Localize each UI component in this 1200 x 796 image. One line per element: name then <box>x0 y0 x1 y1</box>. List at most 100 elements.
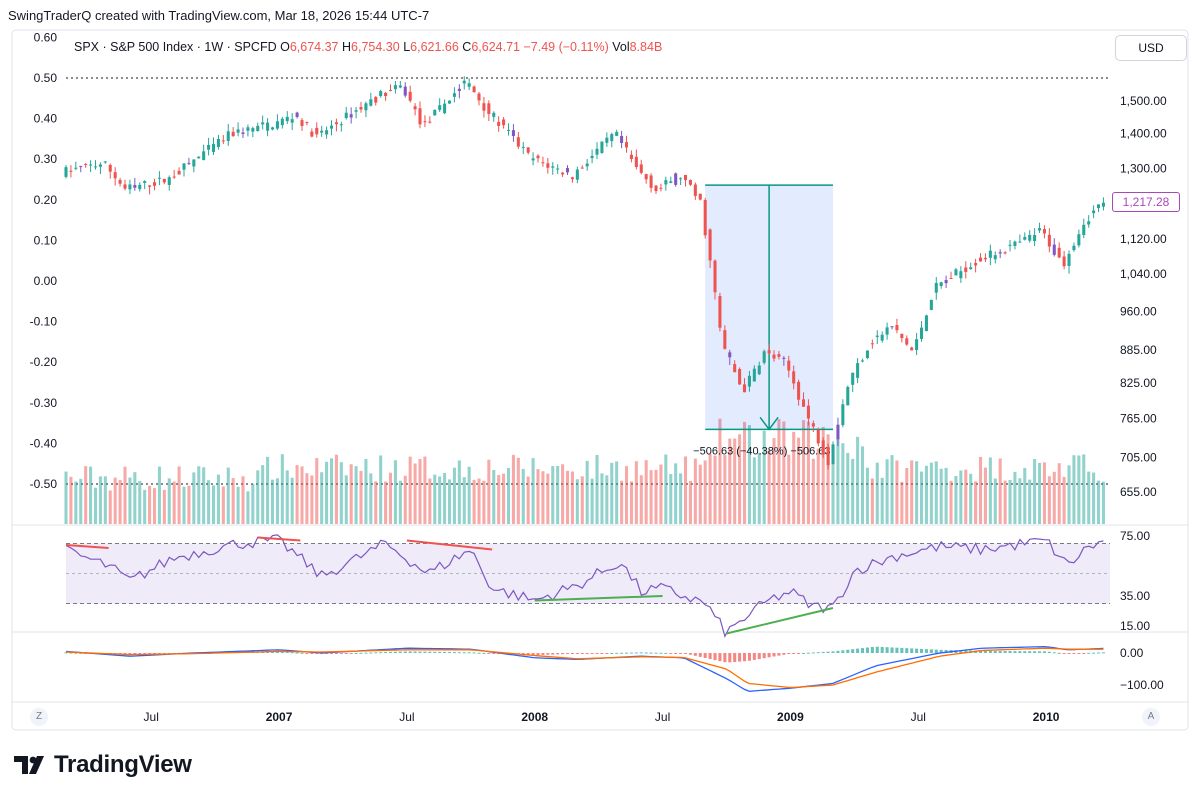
candle-body <box>374 97 378 103</box>
macd-histogram-bar <box>482 652 486 654</box>
volume-bar <box>860 446 865 524</box>
macd-histogram-bar <box>600 653 604 654</box>
volume-bar <box>1077 455 1081 524</box>
candle-body <box>772 354 776 359</box>
macd-histogram-bar <box>359 652 363 654</box>
macd-histogram-bar <box>138 653 142 655</box>
volume-bar <box>644 460 648 524</box>
volume-bar <box>703 460 707 524</box>
volume-bar <box>506 468 511 524</box>
price-axis-label: 1,120.00 <box>1120 232 1167 246</box>
candle-body <box>438 105 442 110</box>
candle-body <box>782 357 786 359</box>
candle-body <box>133 184 137 188</box>
candle-body <box>241 132 245 134</box>
volume-bar <box>541 471 545 524</box>
volume-bar <box>742 421 747 524</box>
candle-body <box>649 175 653 188</box>
time-axis-label: Jul <box>144 710 159 724</box>
macd-histogram-bar <box>900 647 904 653</box>
symbol-description[interactable]: SPX · S&P 500 Index · 1W · SPCFD <box>74 40 277 54</box>
macd-histogram-bar <box>747 653 751 661</box>
candle-body <box>251 128 255 132</box>
macd-histogram-bar <box>929 649 933 653</box>
volume-bar <box>974 481 978 524</box>
zoom-reset-button[interactable]: Z <box>30 708 48 726</box>
candle-body <box>738 369 742 385</box>
macd-histogram-bar <box>895 647 899 653</box>
volume-bar <box>772 438 776 524</box>
price-axis-label: 1,500.00 <box>1120 94 1167 108</box>
auto-scale-button[interactable]: A <box>1142 708 1160 726</box>
macd-histogram-bar <box>880 646 884 653</box>
candle-body <box>856 363 860 378</box>
volume-bar <box>462 477 466 524</box>
left-axis-label: 0.00 <box>34 274 58 288</box>
candle-body <box>1087 221 1091 225</box>
volume-bar <box>452 467 456 524</box>
candle-body <box>275 121 279 129</box>
volume-bar <box>295 465 299 524</box>
volume-bar <box>305 473 309 524</box>
candle-body <box>379 91 383 97</box>
volume-bar <box>988 457 992 524</box>
volume-bar <box>664 454 668 524</box>
volume-bar <box>536 469 540 524</box>
candle-body <box>211 143 216 152</box>
volume-bar <box>403 475 407 524</box>
candle-body <box>880 334 884 341</box>
macd-histogram-bar <box>1028 651 1032 653</box>
measurement-arrow-head <box>759 416 779 431</box>
candle-body <box>138 184 142 190</box>
volume-bar <box>89 466 93 524</box>
macd-histogram-bar <box>1097 652 1101 654</box>
candle-body <box>954 269 958 276</box>
close-value: 6,624.71 <box>471 40 520 54</box>
macd-histogram-bar <box>1062 653 1066 654</box>
macd-histogram-bar <box>585 653 589 654</box>
candle-body <box>915 339 919 351</box>
rsi-axis-label: 75.00 <box>1120 529 1150 543</box>
left-axis-label: -0.20 <box>30 355 58 369</box>
candle-body <box>826 446 830 465</box>
candle-body <box>325 130 329 135</box>
volume-bar <box>728 438 732 524</box>
volume-bar <box>280 454 284 524</box>
candle-body <box>477 93 481 101</box>
volume-bar <box>285 470 289 524</box>
tradingview-logo-icon <box>14 756 44 774</box>
volume-bar <box>767 450 771 524</box>
macd-histogram-bar <box>875 646 879 653</box>
volume-bar <box>413 463 417 524</box>
macd-histogram-bar <box>939 649 943 653</box>
candle-body <box>964 267 968 272</box>
macd-histogram-bar <box>443 651 447 653</box>
volume-bar <box>806 421 810 524</box>
currency-button[interactable]: USD <box>1115 35 1187 61</box>
candle-body <box>511 130 515 136</box>
macd-histogram-bar <box>310 653 314 654</box>
macd-histogram-bar <box>374 652 378 654</box>
macd-histogram-bar <box>782 653 786 655</box>
time-axis-label: 2008 <box>521 710 548 724</box>
candle-body <box>806 405 810 419</box>
volume-bar <box>978 456 983 524</box>
volume-bar <box>1003 480 1007 524</box>
macd-histogram-bar <box>654 652 658 654</box>
volume-bar <box>1057 463 1061 524</box>
volume-bar <box>423 456 427 524</box>
candle-body <box>531 158 535 161</box>
volume-bar <box>84 466 88 524</box>
volume-bar <box>162 489 166 524</box>
candle-body <box>674 173 678 185</box>
time-axis-label: Jul <box>655 710 670 724</box>
volume-bar <box>487 459 491 524</box>
macd-histogram-bar <box>148 653 152 654</box>
volume-bar <box>354 466 358 524</box>
volume-bar <box>693 458 697 524</box>
macd-histogram-bar <box>983 650 987 653</box>
candle-body <box>447 100 452 104</box>
macd-histogram-bar <box>418 651 422 653</box>
candle-body <box>226 131 230 141</box>
